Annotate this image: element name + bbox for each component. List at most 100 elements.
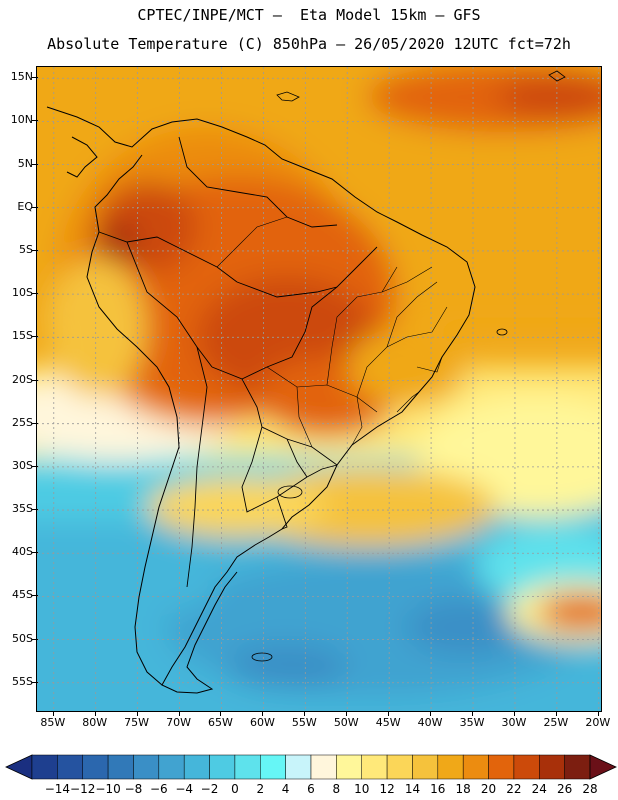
longitude-tick (52, 711, 54, 716)
colorbar-swatch (462, 754, 489, 780)
colorbar-swatch (285, 754, 312, 780)
longitude-tick (178, 711, 180, 716)
colorbar-tick-label: −14 (44, 782, 71, 796)
map-panel (36, 66, 602, 712)
longitude-tick (136, 711, 138, 716)
graticule (37, 67, 601, 711)
colorbar-swatch (386, 754, 413, 780)
latitude-tick (32, 552, 38, 554)
latitude-label: 10N (10, 113, 33, 127)
colorbar-swatch (31, 754, 58, 780)
longitude-tick (430, 711, 432, 716)
colorbar-tick-label: 16 (430, 782, 446, 796)
latitude-label: 30S (12, 458, 33, 472)
latitude-tick (32, 77, 38, 79)
longitude-tick (472, 711, 474, 716)
longitude-tick (388, 711, 390, 716)
colorbar-tick-label: 10 (354, 782, 370, 796)
title-line-2: Absolute Temperature (C) 850hPa – 26/05/… (47, 35, 571, 53)
longitude-label: 50W (333, 716, 359, 729)
colorbar-tick-label: 8 (332, 782, 341, 796)
latitude-tick (32, 465, 38, 467)
coastline (46, 106, 476, 694)
colorbar-swatch (260, 754, 286, 780)
latitude-label: 45S (12, 588, 33, 602)
state-borders (216, 216, 448, 448)
latitude-label: 35S (12, 502, 33, 516)
latitude-label: 20S (12, 372, 33, 386)
islands (251, 70, 566, 662)
latitude-label: 15S (12, 329, 33, 343)
latitude-label: 15N (10, 70, 33, 84)
title-line-1: CPTEC/INPE/MCT – Eta Model 15km – GFS (137, 6, 481, 24)
colorbar-tick-label: 2 (256, 782, 265, 796)
latitude-label: 10S (12, 286, 33, 300)
latitude-label: 25S (12, 415, 33, 429)
longitude-tick (304, 711, 306, 716)
longitude-label: 85W (40, 716, 66, 729)
longitude-label: 70W (166, 716, 191, 729)
colorbar-tick-label: 4 (281, 782, 290, 796)
longitude-tick (597, 711, 599, 716)
colorbar-tick-label: −4 (175, 782, 194, 796)
colorbar-swatch (310, 754, 337, 780)
longitude-label: 45W (375, 716, 401, 729)
colorbar-swatch (437, 754, 464, 780)
colorbar-tick-label: 24 (531, 782, 547, 796)
latitude-tick (32, 638, 38, 640)
colorbar-swatch (488, 754, 515, 780)
colorbar-tick-label: 28 (582, 782, 598, 796)
latitude-label: 5N (17, 156, 33, 170)
latitude-tick (32, 249, 38, 251)
colorbar-swatch (513, 754, 540, 780)
colorbar-swatch (412, 754, 439, 780)
longitude-label: 75W (124, 716, 150, 729)
latitude-tick (32, 422, 38, 424)
latitude-tick (32, 163, 38, 165)
colorbar-tick-label: 14 (404, 782, 421, 796)
colorbar (5, 754, 617, 780)
colorbar-swatch (234, 754, 261, 780)
latitude-label: 50S (12, 631, 33, 645)
latitude-tick (32, 293, 38, 295)
colorbar-swatch (336, 754, 362, 780)
longitude-label: 40W (417, 716, 443, 729)
latitude-tick (32, 336, 38, 338)
temperature-map (37, 67, 601, 711)
colorbar-swatch (539, 754, 565, 780)
colorbar-swatch (183, 754, 210, 780)
colorbar-swatch (107, 754, 134, 780)
longitude-tick (513, 711, 515, 716)
colorbar-tick-label: −12 (70, 782, 96, 796)
longitude-tick (555, 711, 557, 716)
colorbar-tick-label: 26 (556, 782, 573, 796)
colorbar-tick-label: 22 (506, 782, 522, 796)
colorbar-swatch (209, 754, 236, 780)
longitude-label: 55W (291, 716, 317, 729)
colorbar-tick-label: −10 (95, 782, 121, 796)
colorbar-high-arrow (589, 754, 617, 780)
longitude-tick (220, 711, 222, 716)
colorbar-tick-label: −6 (149, 782, 168, 796)
latitude-label: 40S (12, 545, 33, 559)
latitude-tick (32, 379, 38, 381)
colorbar-tick-label: −8 (124, 782, 143, 796)
colorbar-tick-label: 12 (379, 782, 395, 796)
colorbar-low-arrow (5, 754, 33, 780)
colorbar-swatch (158, 754, 185, 780)
latitude-tick (32, 509, 38, 511)
longitude-label: 30W (501, 716, 527, 729)
latitude-tick (32, 206, 38, 208)
longitude-label: 20W (585, 716, 611, 729)
colorbar-tick-label: 20 (480, 782, 497, 796)
longitude-tick (94, 711, 96, 716)
longitude-tick (346, 711, 348, 716)
latitude-tick (32, 120, 38, 122)
colorbar-swatch (133, 754, 160, 780)
longitude-label: 60W (249, 716, 275, 729)
colorbar-swatch (564, 754, 591, 780)
colorbar-swatch (57, 754, 83, 780)
latitude-tick (32, 595, 38, 597)
latitude-tick (32, 681, 38, 683)
longitude-tick (262, 711, 264, 716)
